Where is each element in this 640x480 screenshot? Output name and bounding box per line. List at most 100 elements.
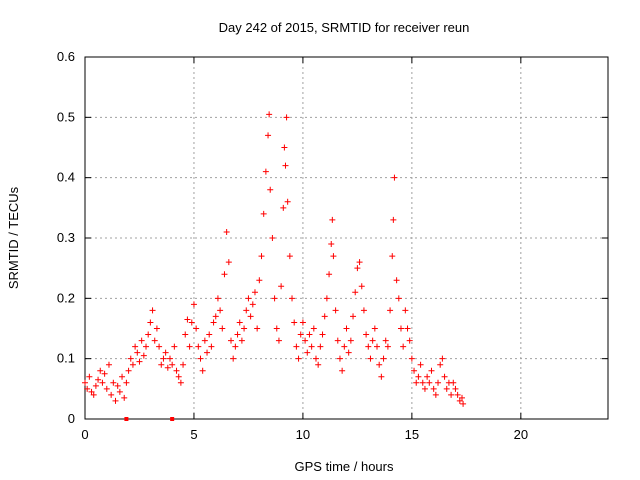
data-point [266, 111, 273, 118]
data-point [428, 367, 435, 374]
data-point [441, 373, 448, 380]
data-point [286, 253, 293, 260]
data-point [206, 331, 213, 338]
data-point [411, 367, 418, 374]
data-point [334, 337, 341, 344]
data-point [380, 355, 387, 362]
data-point [147, 319, 154, 326]
x-tick-label: 20 [514, 427, 528, 442]
data-point [452, 385, 459, 392]
data-point [138, 337, 145, 344]
data-point [354, 265, 361, 272]
data-point [166, 355, 173, 362]
data-point [119, 373, 126, 380]
data-point [341, 343, 348, 350]
data-point [415, 373, 422, 380]
data-point [134, 349, 141, 356]
data-point [437, 361, 444, 368]
data-point [232, 343, 239, 350]
x-tick-label: 10 [296, 427, 310, 442]
data-point [114, 382, 121, 389]
data-point [228, 337, 235, 344]
axis-marker [124, 417, 129, 421]
data-point [408, 355, 415, 362]
y-tick-label: 0 [68, 411, 75, 426]
data-point [199, 367, 206, 374]
data-point [289, 295, 296, 302]
y-tick-label: 0.3 [57, 230, 75, 245]
data-point [282, 162, 289, 169]
data-point [406, 337, 413, 344]
data-point [450, 379, 457, 386]
data-point [171, 343, 178, 350]
data-point [460, 400, 467, 407]
data-points [82, 111, 467, 407]
data-point [417, 361, 424, 368]
data-point [86, 373, 93, 380]
data-point [328, 241, 335, 248]
data-point [304, 349, 311, 356]
data-point [219, 325, 226, 332]
data-point [390, 216, 397, 223]
data-point [262, 168, 269, 175]
data-point [162, 349, 169, 356]
data-point [125, 367, 132, 374]
y-tick-label: 0.5 [57, 109, 75, 124]
data-point [400, 343, 407, 350]
data-point [247, 313, 254, 320]
y-tick-label: 0.6 [57, 49, 75, 64]
data-point [214, 295, 221, 302]
data-point [397, 325, 404, 332]
data-point [225, 259, 232, 266]
data-point [121, 394, 128, 401]
data-point [260, 210, 267, 217]
data-point [391, 174, 398, 181]
data-point [402, 307, 409, 314]
data-point [404, 325, 411, 332]
data-point [432, 391, 439, 398]
data-point [421, 385, 428, 392]
data-point [95, 376, 102, 383]
data-point [360, 307, 367, 314]
data-point [190, 301, 197, 308]
data-point [241, 325, 248, 332]
data-point [136, 358, 143, 365]
x-tick-label: 15 [405, 427, 419, 442]
data-point [321, 313, 328, 320]
data-point [251, 289, 258, 296]
data-point [140, 352, 147, 359]
data-point [88, 388, 95, 395]
data-point [243, 307, 250, 314]
data-point [108, 391, 115, 398]
data-point [352, 289, 359, 296]
data-point [280, 204, 287, 211]
data-point [210, 319, 217, 326]
x-tick-label: 0 [81, 427, 88, 442]
data-point [267, 186, 274, 193]
data-point [458, 394, 465, 401]
data-point [143, 343, 150, 350]
data-point [384, 343, 391, 350]
data-point [169, 361, 176, 368]
y-axis: 0 0.1 0.2 0.3 0.4 0.5 0.6 [57, 49, 608, 426]
x-axis: 0 5 10 15 20 [81, 57, 528, 442]
data-point [295, 355, 302, 362]
data-point [180, 361, 187, 368]
data-point [454, 391, 461, 398]
data-point [101, 370, 108, 377]
axis-marker [170, 417, 175, 421]
data-point [376, 361, 383, 368]
data-point [182, 331, 189, 338]
data-point [312, 355, 319, 362]
data-point [347, 337, 354, 344]
data-point [281, 144, 288, 151]
data-point [273, 325, 280, 332]
data-point [151, 337, 158, 344]
data-point [103, 385, 110, 392]
data-point [419, 379, 426, 386]
data-point [365, 343, 372, 350]
data-point [389, 253, 396, 260]
data-point [291, 319, 298, 326]
data-point [323, 295, 330, 302]
data-point [363, 331, 370, 338]
